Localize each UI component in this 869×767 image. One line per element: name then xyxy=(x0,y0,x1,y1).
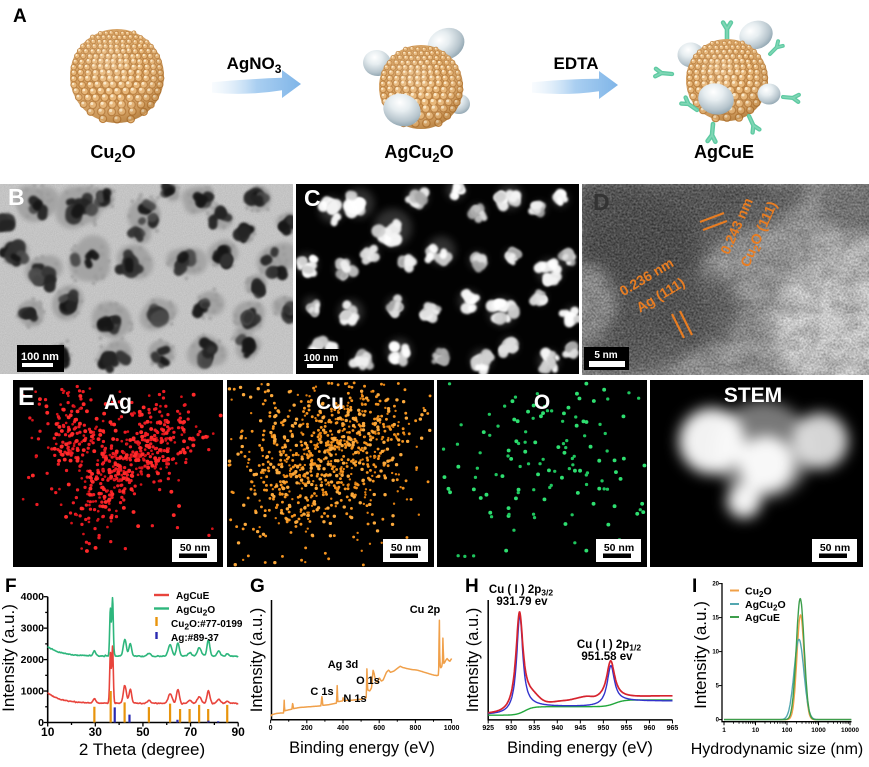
svg-text:200: 200 xyxy=(301,725,313,732)
svg-text:Intensity (a.u.): Intensity (a.u.) xyxy=(248,608,266,713)
svg-text:Cu2O: Cu2O xyxy=(90,142,135,165)
svg-text:AgNO3: AgNO3 xyxy=(227,54,282,76)
svg-text:931.79 ev: 931.79 ev xyxy=(496,596,548,608)
svg-text:951.58 ev: 951.58 ev xyxy=(581,651,633,663)
svg-text:Intensity (a.u.): Intensity (a.u.) xyxy=(464,608,482,713)
svg-text:2000: 2000 xyxy=(21,654,45,666)
svg-text:1000: 1000 xyxy=(811,727,826,734)
svg-text:Ag:#89-37: Ag:#89-37 xyxy=(171,633,219,644)
svg-text:O 1s: O 1s xyxy=(356,675,380,687)
svg-text:70: 70 xyxy=(184,725,198,739)
svg-text:AgCu2O: AgCu2O xyxy=(176,605,215,618)
svg-text:Hydrodynamic size (nm): Hydrodynamic size (nm) xyxy=(691,741,863,758)
svg-text:600: 600 xyxy=(373,725,385,732)
svg-text:955: 955 xyxy=(621,725,633,732)
svg-text:4000: 4000 xyxy=(21,591,45,603)
svg-text:1000: 1000 xyxy=(444,725,460,732)
svg-text:10: 10 xyxy=(752,727,760,734)
svg-text:10000: 10000 xyxy=(841,727,859,734)
svg-text:2 Theta (degree): 2 Theta (degree) xyxy=(79,740,205,759)
svg-text:D: D xyxy=(593,189,610,215)
svg-text:20: 20 xyxy=(712,582,719,588)
svg-text:AgCuE: AgCuE xyxy=(176,591,210,602)
svg-text:F: F xyxy=(5,576,17,597)
svg-text:EDTA: EDTA xyxy=(553,54,598,73)
svg-text:965: 965 xyxy=(667,725,679,732)
svg-text:950: 950 xyxy=(598,725,610,732)
svg-text:50 nm: 50 nm xyxy=(391,542,421,554)
svg-text:Cu: Cu xyxy=(316,391,344,414)
svg-text:AgCu2O: AgCu2O xyxy=(384,142,453,165)
svg-text:50 nm: 50 nm xyxy=(820,542,850,554)
svg-text:Cu2O:#77-0199: Cu2O:#77-0199 xyxy=(171,619,243,632)
svg-text:400: 400 xyxy=(337,725,349,732)
svg-text:O: O xyxy=(534,391,550,414)
svg-text:800: 800 xyxy=(410,725,422,732)
svg-text:0: 0 xyxy=(38,717,44,729)
svg-text:Cu ( I ) 2p3/2: Cu ( I ) 2p3/2 xyxy=(489,584,553,598)
svg-text:AgCuE: AgCuE xyxy=(745,612,780,624)
svg-text:AgCuE: AgCuE xyxy=(694,142,754,162)
svg-text:Intensity (a.u.): Intensity (a.u.) xyxy=(691,601,710,709)
svg-text:G: G xyxy=(250,576,265,597)
svg-text:Cu2O: Cu2O xyxy=(745,586,772,600)
svg-text:0: 0 xyxy=(716,718,720,724)
svg-text:E: E xyxy=(18,383,35,411)
svg-text:925: 925 xyxy=(482,725,494,732)
svg-text:930: 930 xyxy=(505,725,517,732)
svg-text:STEM: STEM xyxy=(724,384,782,407)
svg-text:50 nm: 50 nm xyxy=(180,542,210,554)
svg-text:Cu ( I ) 2p1/2: Cu ( I ) 2p1/2 xyxy=(577,639,641,653)
svg-text:Cu 2p: Cu 2p xyxy=(410,604,441,616)
svg-text:0: 0 xyxy=(269,725,273,732)
svg-text:50: 50 xyxy=(136,725,150,739)
svg-text:C 1s: C 1s xyxy=(310,686,333,698)
svg-text:10: 10 xyxy=(41,725,55,739)
svg-text:960: 960 xyxy=(644,725,656,732)
svg-text:100: 100 xyxy=(782,727,793,734)
svg-text:AgCu2O: AgCu2O xyxy=(745,599,786,613)
svg-text:90: 90 xyxy=(232,725,246,739)
svg-text:A: A xyxy=(13,6,27,27)
svg-text:Ag: Ag xyxy=(104,391,132,414)
svg-text:Binding energy (eV): Binding energy (eV) xyxy=(289,739,435,757)
svg-text:100 nm: 100 nm xyxy=(21,351,59,363)
svg-text:1000: 1000 xyxy=(21,686,45,698)
svg-text:Ag 3d: Ag 3d xyxy=(328,659,359,671)
svg-text:15: 15 xyxy=(712,616,719,622)
svg-text:I: I xyxy=(692,576,697,597)
svg-text:N 1s: N 1s xyxy=(343,693,366,705)
svg-text:50 nm: 50 nm xyxy=(604,542,634,554)
svg-text:H: H xyxy=(465,576,479,597)
svg-text:30: 30 xyxy=(89,725,103,739)
svg-text:1: 1 xyxy=(722,727,726,734)
svg-text:Intensity (a.u.): Intensity (a.u.) xyxy=(0,604,18,712)
svg-text:C: C xyxy=(304,185,321,211)
svg-text:B: B xyxy=(8,184,25,210)
svg-text:100 nm: 100 nm xyxy=(304,353,339,364)
svg-text:940: 940 xyxy=(551,725,563,732)
svg-text:5: 5 xyxy=(716,684,720,690)
svg-text:3000: 3000 xyxy=(21,623,45,635)
svg-text:10: 10 xyxy=(712,650,719,656)
svg-text:945: 945 xyxy=(574,725,586,732)
svg-text:935: 935 xyxy=(528,725,540,732)
svg-text:Binding energy (eV): Binding energy (eV) xyxy=(507,739,653,757)
svg-text:5 nm: 5 nm xyxy=(594,350,617,361)
